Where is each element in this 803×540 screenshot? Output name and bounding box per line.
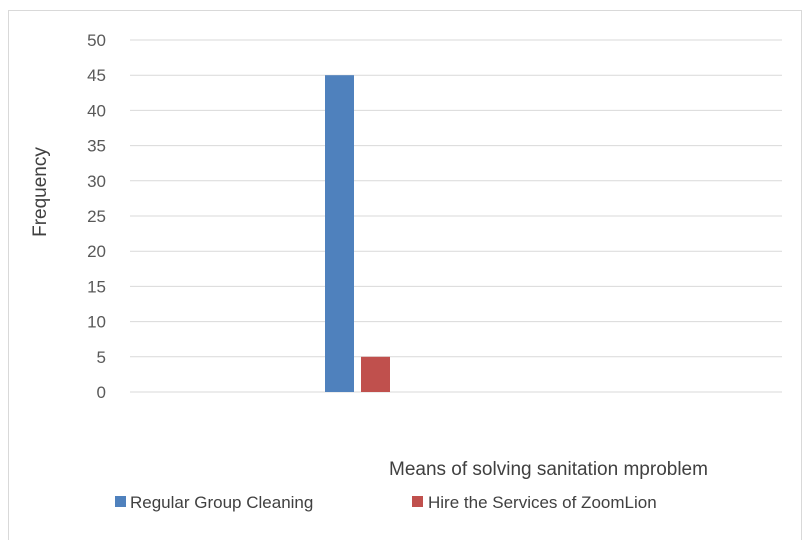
y-tick-labels: 0 5 10 15 20 25 30 35 40 45 50 [87,31,106,402]
y-tick-label-20: 20 [87,242,106,261]
y-axis-title: Frequency [30,147,51,237]
legend-label-regular-group-cleaning: Regular Group Cleaning [130,493,313,512]
legend-swatch-hire-zoomlion [412,496,423,507]
bars [325,75,390,392]
y-tick-label-25: 25 [87,207,106,226]
y-tick-label-35: 35 [87,137,106,156]
y-tick-label-10: 10 [87,313,106,332]
legend-swatch-regular-group-cleaning [115,496,126,507]
y-tick-label-50: 50 [87,31,106,50]
x-axis-title: Means of solving sanitation mproblem [389,459,708,480]
chart-frame [8,10,802,540]
bar-hire-the-services-of-zoomlion [361,356,390,392]
legend-label-hire-zoomlion: Hire the Services of ZoomLion [428,493,657,512]
y-tick-label-5: 5 [97,348,106,367]
y-tick-label-30: 30 [87,172,106,191]
y-tick-label-45: 45 [87,66,106,85]
y-tick-label-40: 40 [87,101,106,120]
gridlines [130,39,782,393]
y-tick-label-15: 15 [87,277,106,296]
y-tick-label-0: 0 [97,383,106,402]
bar-regular-group-cleaning [325,75,354,392]
legend: Regular Group Cleaning Hire the Services… [115,493,657,512]
